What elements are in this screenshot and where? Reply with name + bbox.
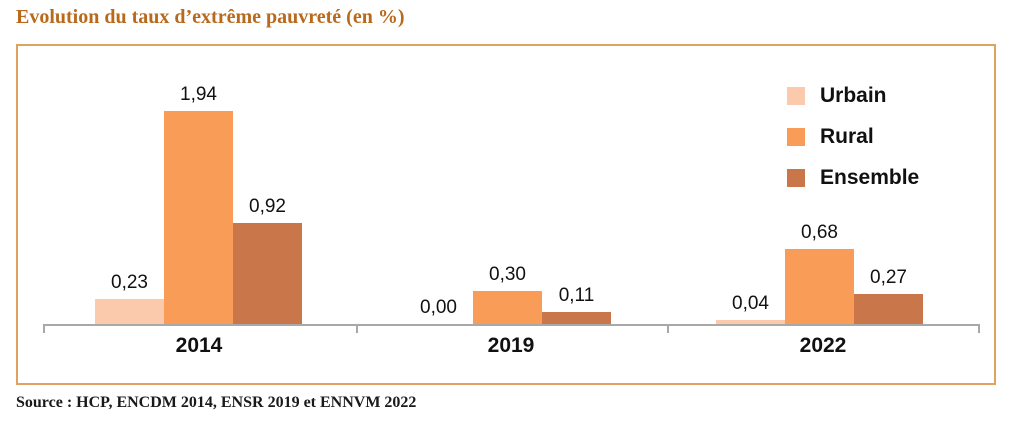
bar-rural-2014 [164, 111, 233, 324]
chart-area: 0,23 0,00 0,04 1,94 0,30 0,68 0,92 0,11 0,27 201… [16, 44, 996, 385]
bar-value-label-rural-2022: 0,68 [801, 222, 838, 243]
legend-label-rural: Rural [820, 125, 874, 148]
bar-rural-2022 [785, 249, 854, 324]
bar-ensemble-2014 [233, 223, 302, 324]
x-axis-tick [43, 326, 45, 333]
legend-item-ensemble: Ensemble [787, 166, 919, 190]
x-axis-tick [667, 326, 669, 333]
legend-swatch-ensemble-icon [787, 169, 805, 187]
x-tick-label-2019: 2019 [487, 334, 535, 357]
bar-value-label-ensemble-2014: 0,92 [249, 196, 286, 217]
bar-rural-2019 [473, 291, 542, 324]
x-tick-label-2022: 2022 [799, 334, 847, 357]
legend-item-urbain: Urbain [787, 84, 919, 108]
bar-ensemble-2022 [854, 294, 923, 324]
bar-chart-plot: 0,23 0,00 0,04 1,94 0,30 0,68 0,92 0,11 0,27 201… [18, 46, 994, 383]
x-axis-line [43, 324, 980, 326]
bar-urbain-2022 [716, 320, 785, 324]
bar-value-label-urbain-2022: 0,04 [732, 293, 769, 314]
legend-label-ensemble: Ensemble [820, 166, 920, 189]
legend-item-rural: Rural [787, 125, 919, 149]
legend-swatch-urbain-icon [787, 87, 805, 105]
x-tick-label-2014: 2014 [175, 334, 223, 357]
bar-value-label-ensemble-2019: 0,11 [558, 285, 595, 306]
source-note: Source : HCP, ENCDM 2014, ENSR 2019 et E… [16, 394, 417, 411]
bar-value-label-rural-2014: 1,94 [180, 84, 217, 105]
page-title: Evolution du taux d’extrême pauvreté (en… [16, 6, 405, 28]
bar-value-label-rural-2019: 0,30 [489, 264, 526, 285]
bar-value-label-ensemble-2022: 0,27 [870, 267, 907, 288]
bar-urbain-2014 [95, 299, 164, 324]
legend-label-urbain: Urbain [820, 84, 887, 107]
x-axis-tick [978, 326, 980, 333]
legend-swatch-rural-icon [787, 128, 805, 146]
bar-value-label-urbain-2014: 0,23 [111, 272, 148, 293]
x-axis-tick [356, 326, 358, 333]
bar-value-label-urbain-2019: 0,00 [420, 297, 457, 318]
legend: Urbain Rural Ensemble [787, 84, 919, 207]
bar-ensemble-2019 [542, 312, 611, 324]
